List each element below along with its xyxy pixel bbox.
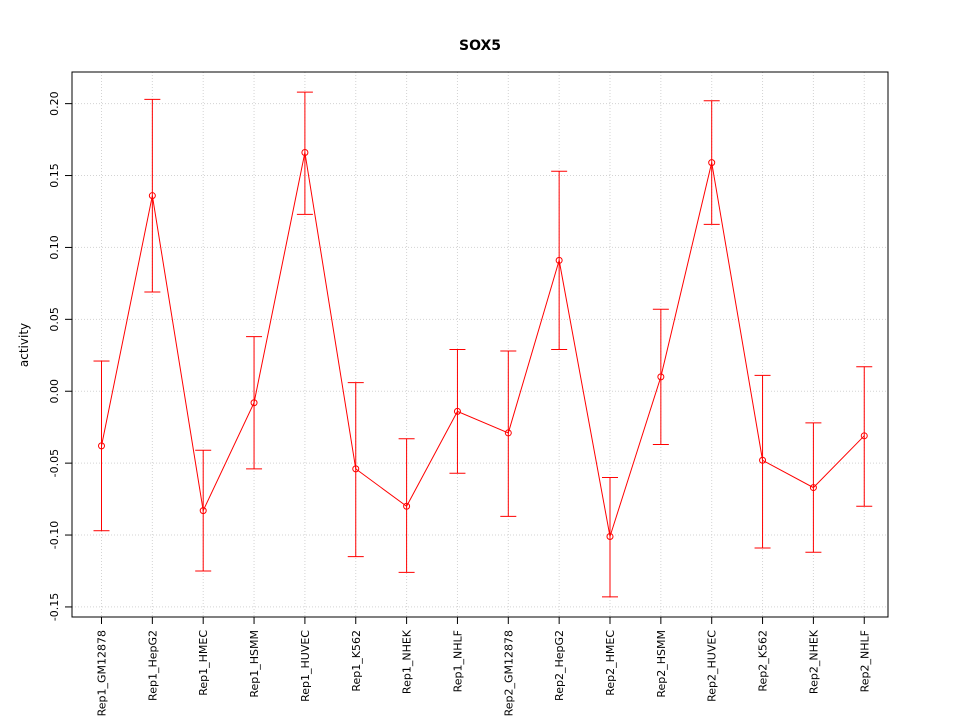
data-point <box>860 432 868 440</box>
y-tick-label: 0.00 <box>48 379 61 404</box>
x-tick-label: Rep1_HSMM <box>248 630 261 698</box>
x-tick-label: Rep1_K562 <box>350 630 363 692</box>
y-tick-label: 0.05 <box>48 307 61 332</box>
series-line-layer <box>101 152 865 537</box>
data-points <box>98 149 868 540</box>
x-tick-label: Rep1_NHLF <box>451 630 464 692</box>
x-tick-label: Rep2_K562 <box>757 630 770 692</box>
data-point <box>606 532 614 540</box>
x-tick-label: Rep1_HMEC <box>197 630 210 696</box>
x-tick-label: Rep2_HSMM <box>655 630 668 698</box>
y-axis-label: activity <box>17 323 31 367</box>
data-point <box>199 507 207 515</box>
x-tick-label: Rep2_HMEC <box>604 630 617 696</box>
y-tick-label: 0.10 <box>48 235 61 260</box>
series-line <box>101 152 865 537</box>
data-point <box>657 373 665 381</box>
data-point <box>759 456 767 464</box>
y-tick-label: -0.15 <box>48 593 61 621</box>
y-tick-label: 0.15 <box>48 163 61 188</box>
data-point <box>148 192 156 200</box>
plot-frame <box>71 71 889 618</box>
data-point <box>250 399 258 407</box>
data-point <box>352 465 360 473</box>
y-axis: -0.15 -0.10 -0.05 0.00 0.05 0.10 0.15 0.20 <box>48 91 72 621</box>
data-point <box>98 442 105 450</box>
x-tick-label: Rep1_NHEK <box>401 629 414 694</box>
data-point <box>504 429 512 437</box>
y-tick-label: 0.20 <box>48 91 61 116</box>
x-tick-label: Rep1_GM12878 <box>96 630 109 716</box>
x-tick-label: Rep2_NHLF <box>858 630 871 692</box>
x-tick-label: Rep1_HUVEC <box>299 630 312 702</box>
y-tick-label: -0.10 <box>48 521 61 549</box>
grid <box>72 72 888 617</box>
x-tick-label: Rep2_HUVEC <box>706 630 719 702</box>
y-tick-label: -0.05 <box>48 449 61 477</box>
data-point <box>555 256 563 264</box>
x-axis: Rep1_GM12878 Rep1_HepG2 Rep1_HMEC Rep1_HSMM… <box>96 617 871 716</box>
data-point <box>809 484 817 492</box>
x-tick-label: Rep2_NHEK <box>807 629 820 694</box>
data-point <box>403 502 411 510</box>
data-point <box>301 149 309 157</box>
chart-title: SOX5 <box>459 38 501 54</box>
x-tick-label: Rep1_HepG2 <box>146 630 159 701</box>
x-tick-label: Rep2_GM12878 <box>502 630 515 716</box>
data-point <box>708 159 716 167</box>
data-point <box>453 407 461 415</box>
x-tick-label: Rep2_HepG2 <box>553 630 566 701</box>
error-bars <box>93 91 873 598</box>
